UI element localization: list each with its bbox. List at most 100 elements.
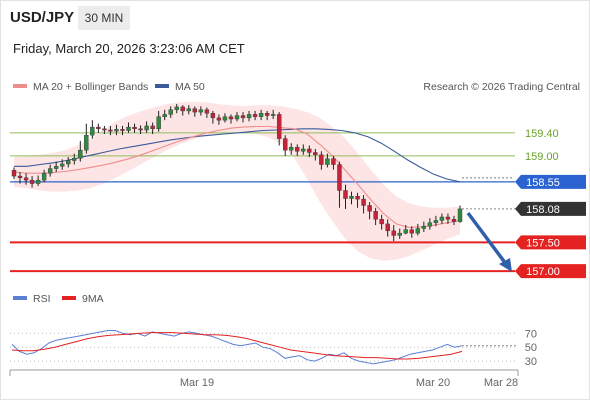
candle-body [228,116,234,120]
candle [367,202,372,220]
candle [325,153,330,168]
candle-body [156,116,161,130]
pair-title: USD/JPY [10,9,75,26]
rsi-ma-legend-label: 9MA [82,293,104,305]
candle [53,161,59,173]
candle [445,213,451,224]
candle [150,122,155,135]
candle-body [409,229,414,234]
candle [29,176,35,188]
candle [301,144,306,155]
candle [126,122,131,133]
ma50-legend-swatch [155,84,169,88]
candle [102,125,107,135]
candle-body [114,129,119,132]
candle [114,124,119,136]
candle-body [162,114,167,117]
candle-body [361,198,366,206]
support-tag [515,235,586,250]
rsi-tick-label: 50 [525,342,537,354]
candle [186,105,191,115]
candle-body [391,230,396,236]
candle [108,125,113,136]
bollinger-band [14,101,460,261]
candle [252,110,258,121]
support-label: 157.50 [526,237,560,249]
candle [222,113,228,123]
rsi-tick-label: 30 [525,356,537,368]
candle-body [427,222,433,227]
candle [379,214,384,230]
rsi-ma-line [11,332,463,360]
candle-body [283,138,288,151]
candle-body [307,148,312,153]
candle-body [276,114,282,139]
candle [457,205,463,223]
x-tick-mar28: Mar 28 [484,377,518,389]
candle [228,114,234,124]
candle-body [35,179,41,184]
candle [96,123,101,133]
candle [264,110,270,121]
candle-body [379,219,384,225]
candle-body [60,163,65,167]
timeframe-button[interactable]: 30 MIN [78,6,130,30]
candle-body [457,208,463,222]
candle-body [258,113,264,117]
candle-body [343,190,348,199]
candle [90,120,95,139]
candle-body [295,147,300,152]
candle [174,104,179,114]
candle-body [120,129,125,131]
rsi-legend-swatch [13,296,27,300]
candle [391,225,396,242]
candle-body [180,106,185,112]
candle [307,145,312,158]
candle [421,221,427,232]
candle [439,213,445,224]
support-label: 157.00 [526,266,560,278]
pivot-label: 158.55 [526,177,560,189]
candle [433,215,439,227]
candle-body [403,229,408,234]
candle [409,226,414,238]
candle-body [397,232,402,236]
candle [198,106,204,116]
ma50-line [14,128,461,183]
candle [156,110,161,132]
candle-body [29,179,35,184]
candle [204,107,210,118]
candle [210,110,216,124]
candle-body [168,109,173,115]
candle-body [96,126,101,130]
forecast-arrow [466,211,512,272]
candle [234,112,240,122]
candle-body [204,109,210,114]
candle [240,112,246,123]
candle-body [222,116,228,121]
candle-body [415,228,421,234]
candle [349,191,354,205]
candle-body [385,223,390,232]
candle [168,106,173,118]
candle-body [126,126,131,131]
candle-body [72,158,77,161]
last-price-tag [515,201,586,216]
candle [11,167,17,179]
candle [451,215,457,226]
candle [361,195,366,214]
candle-body [108,129,113,132]
candle [270,109,276,120]
candle-body [252,114,258,117]
rsi-legend-label: RSI [33,293,51,305]
bollinger-band-fill [14,101,460,261]
price-levels: 159.40 159.00 158.55 158.08 157.50 157.00 [10,128,586,279]
candle-body [355,196,360,200]
candle-body [313,152,318,155]
candle [162,109,167,121]
candle [60,159,65,170]
candle-body [198,109,204,113]
candle-body [367,205,372,212]
resistance-label: 159.40 [525,128,559,140]
candle [246,110,252,122]
